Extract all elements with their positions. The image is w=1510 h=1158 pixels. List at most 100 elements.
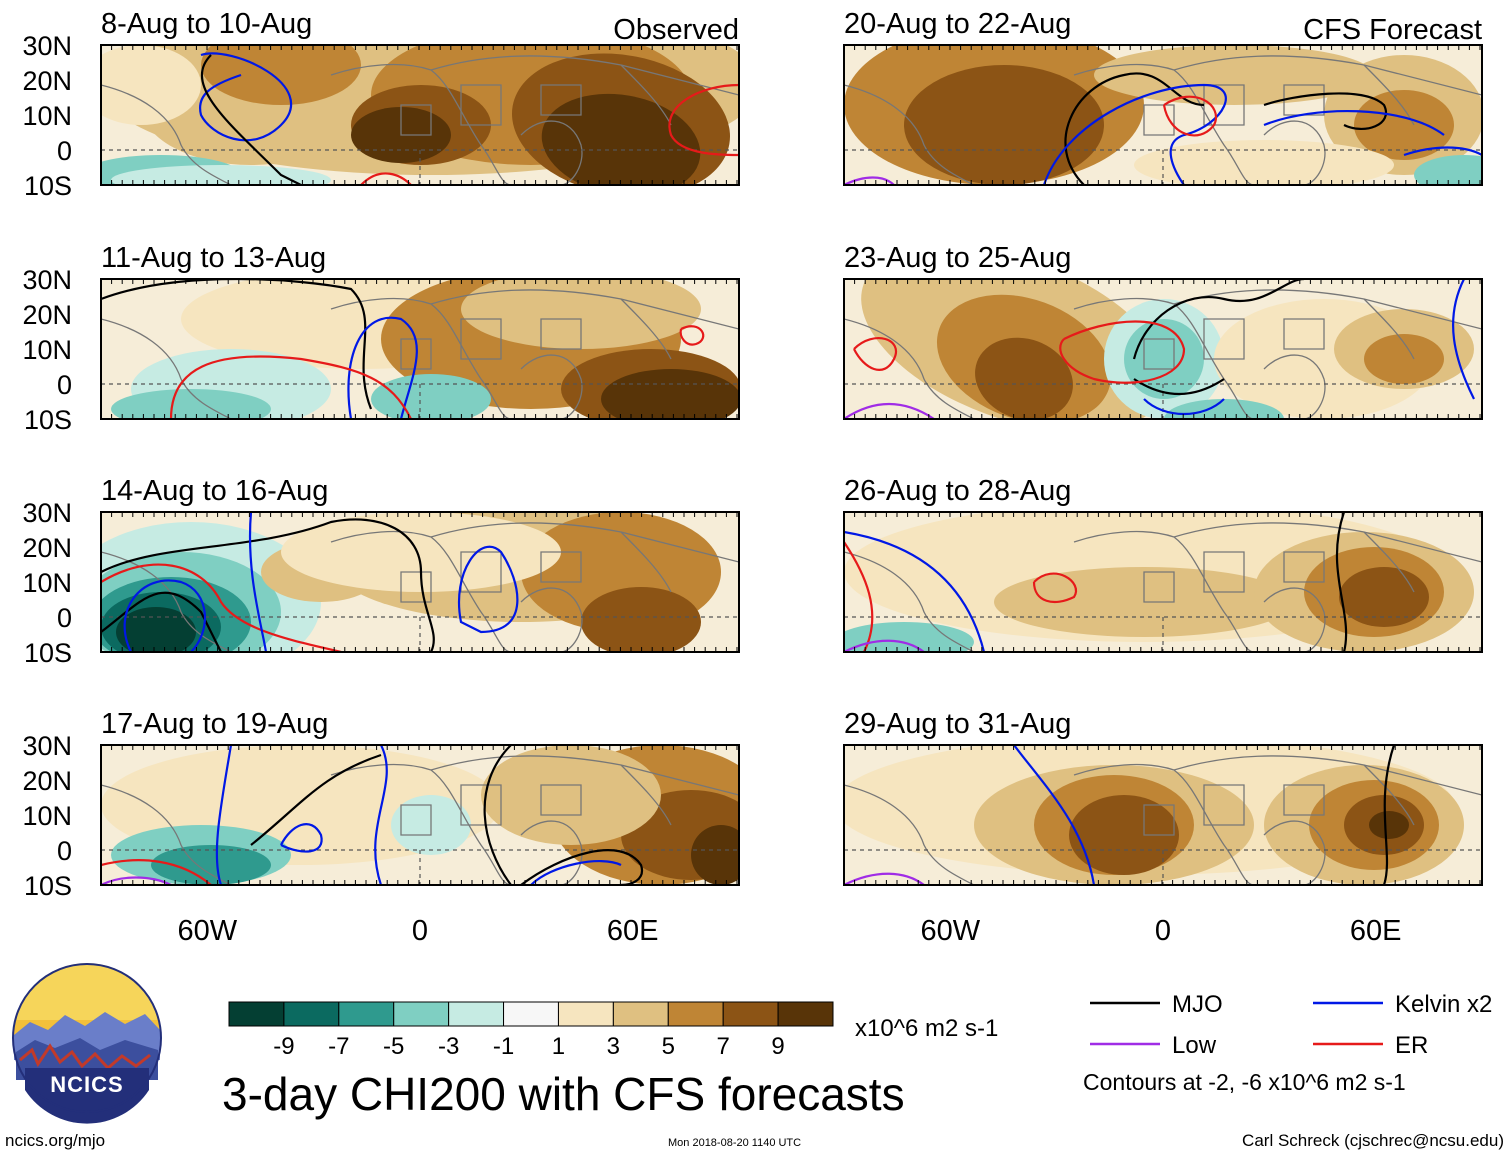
timestamp: Mon 2018-08-20 1140 UTC (668, 1137, 801, 1149)
coastline (330, 763, 512, 885)
coastline (1283, 84, 1325, 116)
contour-line (1162, 95, 1217, 137)
lat-label: 10S (24, 638, 72, 668)
lon-label: 60W (178, 915, 238, 947)
map-panel: 11-Aug to 13-Aug 30N 20N 10N 0 10S (22, 242, 740, 435)
website-link[interactable]: ncics.org/mjo (5, 1131, 105, 1150)
anomaly-shade (1339, 567, 1429, 627)
contour-line (679, 325, 705, 346)
lat-label: 10S (24, 405, 72, 435)
map-field (101, 745, 739, 885)
coastline (1363, 298, 1415, 360)
contours-note: Contours at -2, -6 x10^6 m2 s-1 (1083, 1069, 1406, 1095)
contour-line (844, 176, 895, 185)
coastline (540, 84, 582, 116)
coastline (1263, 120, 1326, 185)
coastline (1203, 318, 1245, 360)
map-panel: 23-Aug to 25-Aug (843, 242, 1483, 420)
anomaly-shade (111, 389, 271, 419)
colorbar-label: 9 (771, 1033, 784, 1060)
anomaly-shade (844, 622, 974, 652)
anomaly-shade (201, 45, 361, 105)
anomaly-shade (1369, 811, 1409, 839)
logo-text: NCICS (50, 1072, 123, 1097)
coastline (1073, 763, 1255, 885)
anomaly-shade (281, 512, 561, 592)
legend-label: Kelvin x2 (1395, 991, 1492, 1018)
panel-title: 14-Aug to 16-Aug (101, 475, 328, 507)
coastline (1173, 55, 1482, 96)
map-field (101, 45, 739, 185)
coastline (620, 764, 672, 826)
contour-line (169, 355, 412, 419)
panel-title: 26-Aug to 28-Aug (844, 475, 1071, 507)
map-frame (843, 278, 1483, 420)
map-frame (843, 44, 1483, 186)
coastline (520, 354, 583, 419)
panel-source-tag: Observed (613, 14, 739, 46)
coastline (1143, 571, 1175, 603)
legend-label: ER (1395, 1032, 1428, 1059)
colorbar-swatch (612, 1001, 669, 1027)
coastline (540, 551, 582, 583)
author-credit: Carl Schreck (cjschrec@ncsu.edu) (1242, 1131, 1504, 1150)
anomaly-shade (581, 587, 701, 652)
colorbar-swatch (393, 1001, 450, 1027)
anomaly-shade (1134, 140, 1394, 185)
contour-line (215, 745, 233, 885)
figure-title: 3-day CHI200 with CFS forecasts (222, 1068, 905, 1120)
lat-label: 10N (22, 335, 72, 365)
contour-line (101, 279, 373, 410)
coastline (1073, 63, 1255, 185)
coastline (1263, 820, 1326, 885)
panel-title: 29-Aug to 31-Aug (844, 708, 1071, 740)
coastline (844, 784, 975, 885)
contour-line (1032, 572, 1077, 604)
colorbar-swatch (557, 1001, 614, 1027)
map-field (101, 279, 739, 419)
anomaly-shade (691, 825, 739, 885)
lon-label: 60E (1350, 915, 1402, 947)
coastline (1143, 804, 1175, 836)
coastline (430, 755, 739, 796)
contour-line (1263, 92, 1388, 130)
colorbar: -9 -7 -5 -3 -1 1 3 5 7 9 (228, 1001, 834, 1060)
coastline (1173, 522, 1482, 563)
lon-label: 0 (1155, 915, 1171, 947)
panel-title: 11-Aug to 13-Aug (101, 242, 326, 274)
anomaly-shade (975, 337, 1073, 419)
map-panel: 26-Aug to 28-Aug (843, 475, 1483, 653)
contour-line (668, 83, 739, 157)
anomaly-shade (151, 845, 271, 885)
contour-line (483, 745, 512, 885)
coastline (540, 318, 582, 350)
contour-line (1132, 279, 1305, 360)
colorbar-label: 5 (662, 1033, 675, 1060)
coastline (400, 104, 432, 136)
contour-line (198, 52, 292, 142)
coastline (1173, 289, 1482, 330)
anomaly-shade (1354, 90, 1454, 160)
colorbar-label: -7 (328, 1033, 349, 1060)
contour-line (853, 337, 897, 371)
coastline (844, 84, 975, 185)
colorbar-label: 1 (552, 1033, 565, 1060)
coastline (1283, 318, 1325, 350)
map-panel: 20-Aug to 22-Aug CFS Forecast (843, 8, 1483, 186)
anomaly-shade (601, 369, 739, 419)
lat-label: 30N (22, 265, 72, 295)
panel-title: 20-Aug to 22-Aug (844, 8, 1071, 40)
map-frame (100, 278, 740, 420)
lat-label: 20N (22, 766, 72, 796)
coastline (1283, 784, 1325, 816)
coastline (844, 318, 975, 419)
contour-line (101, 563, 342, 652)
contour-line (101, 591, 222, 652)
colorbar-units: x10^6 m2 s-1 (855, 1015, 998, 1042)
lon-label: 60W (921, 915, 981, 947)
coastline (400, 804, 432, 836)
colorbar-swatch (448, 1001, 505, 1027)
anomaly-shade (1414, 155, 1482, 185)
lat-label: 0 (57, 603, 72, 633)
anomaly-shade (101, 45, 201, 125)
